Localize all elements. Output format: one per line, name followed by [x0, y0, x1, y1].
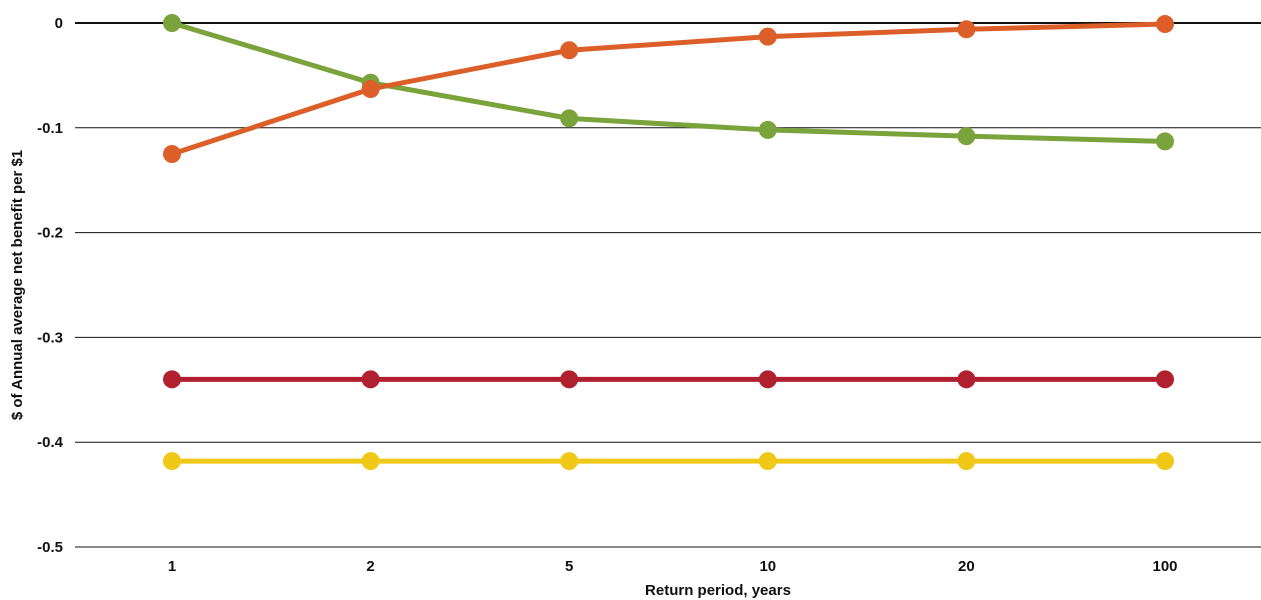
- data-point: [957, 452, 976, 471]
- y-tick-label: -0.3: [37, 329, 63, 346]
- gridlines: [75, 22, 1261, 548]
- series-line: [169, 20, 1168, 144]
- data-point: [560, 109, 579, 128]
- data-point: [957, 370, 976, 389]
- y-tick-label: -0.5: [37, 539, 63, 556]
- data-point: [957, 20, 976, 39]
- y-axis-ticks: 0 -0.1 -0.2 -0.3 -0.4 -0.5: [37, 15, 64, 556]
- x-tick-label: 2: [366, 558, 374, 575]
- x-tick-label: 10: [759, 558, 776, 575]
- y-tick-label: -0.1: [37, 120, 63, 137]
- data-point: [1156, 132, 1174, 151]
- data-point: [163, 452, 181, 471]
- x-tick-label: 1: [168, 558, 176, 575]
- x-tick-label: 20: [958, 558, 975, 575]
- x-axis-ticks: 1 2 5 10 20 100: [168, 558, 1178, 575]
- x-tick-label: 100: [1152, 558, 1177, 575]
- data-point: [957, 127, 976, 146]
- data-point: [1156, 452, 1174, 471]
- series-4: [163, 452, 1174, 471]
- y-tick-label: -0.4: [37, 434, 64, 451]
- series-group: [163, 14, 1174, 471]
- data-point: [361, 80, 380, 99]
- y-tick-label: -0.2: [37, 225, 63, 242]
- data-point: [361, 370, 380, 389]
- x-axis-label: Return period, years: [645, 582, 791, 599]
- data-point: [560, 452, 579, 471]
- data-point: [560, 370, 579, 389]
- data-point: [163, 145, 181, 163]
- data-point: [560, 41, 579, 60]
- series-1: [163, 14, 1174, 151]
- series-line: [169, 21, 1168, 157]
- data-point: [163, 370, 181, 389]
- data-point: [163, 14, 181, 32]
- data-point: [1156, 15, 1174, 34]
- data-point: [758, 370, 777, 389]
- data-point: [1156, 370, 1174, 389]
- data-point: [758, 452, 777, 471]
- series-3: [163, 370, 1174, 389]
- series-2: [163, 15, 1174, 163]
- data-point: [758, 27, 777, 46]
- y-tick-label: 0: [55, 15, 63, 32]
- data-point: [758, 120, 777, 139]
- data-point: [361, 452, 380, 471]
- y-axis-label: $ of Annual average net benefit per $1: [9, 150, 26, 420]
- x-tick-label: 5: [565, 558, 573, 575]
